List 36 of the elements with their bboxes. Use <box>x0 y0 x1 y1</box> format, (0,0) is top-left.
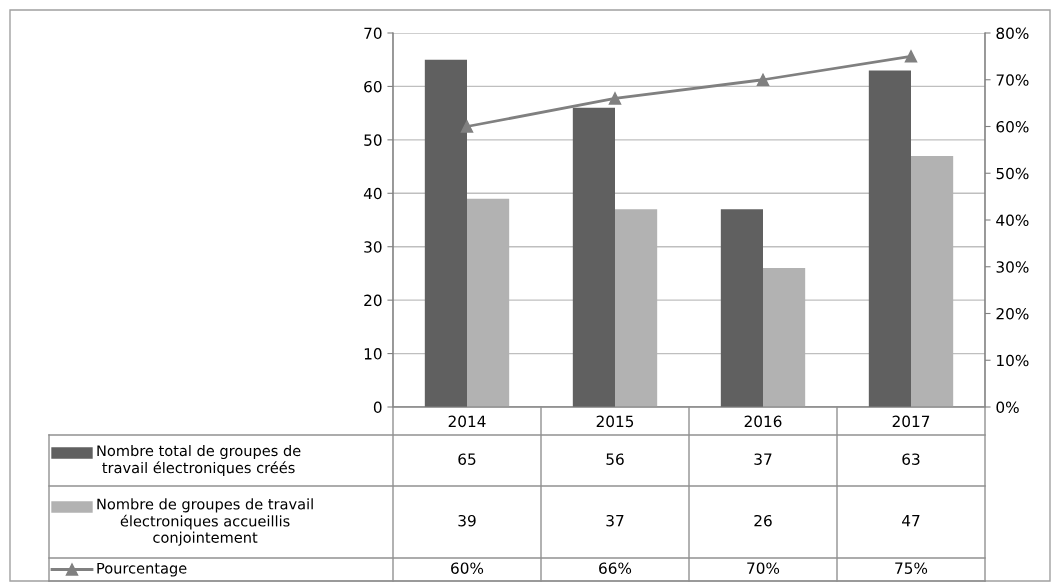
y2-tick-label: 80% <box>996 27 1029 40</box>
data-label: 70% <box>747 562 780 574</box>
x-tick-label: 2014 <box>448 415 486 428</box>
data-label: 47 <box>902 515 920 527</box>
data-label: 63 <box>902 453 920 465</box>
data-label: 37 <box>606 514 624 527</box>
y2-tick-label: 40% <box>996 214 1029 227</box>
data-label: 56 <box>606 453 624 465</box>
y-tick-label: 60 <box>364 80 382 93</box>
legend-label: Pourcentage <box>97 562 187 577</box>
data-label: 37 <box>754 453 772 465</box>
data-label: 65 <box>458 453 476 465</box>
y-tick-label: 30 <box>364 241 382 253</box>
y-tick-label: 0 <box>373 401 382 414</box>
data-label: 60% <box>451 562 484 574</box>
x-tick-label: 2016 <box>744 415 782 428</box>
x-tick-label: 2017 <box>892 415 930 428</box>
x-tick-label: 2015 <box>596 415 634 428</box>
y2-tick-label: 50% <box>996 167 1029 180</box>
data-label: 66% <box>599 562 632 574</box>
y2-tick-label: 20% <box>996 307 1029 320</box>
legend-label: Nombre de groupes de travail électroniques accueillis conjointement <box>97 498 313 546</box>
y-tick-label: 50 <box>364 134 382 146</box>
data-label: 39 <box>458 514 476 527</box>
y2-tick-label: 60% <box>996 120 1029 133</box>
legend-label: Nombre total de groupes de travail électroniques créés <box>97 444 301 477</box>
data-label: 26 <box>754 514 772 527</box>
y2-tick-label: 0% <box>996 401 1019 414</box>
y-tick-label: 70 <box>364 27 382 40</box>
y-tick-label: 20 <box>364 294 382 307</box>
y2-tick-label: 70% <box>996 74 1029 86</box>
y2-tick-label: 30% <box>996 261 1029 273</box>
data-label: 75% <box>895 562 928 574</box>
y-tick-label: 10 <box>364 348 382 360</box>
y2-tick-label: 10% <box>997 354 1029 367</box>
y-tick-label: 40 <box>363 187 382 200</box>
